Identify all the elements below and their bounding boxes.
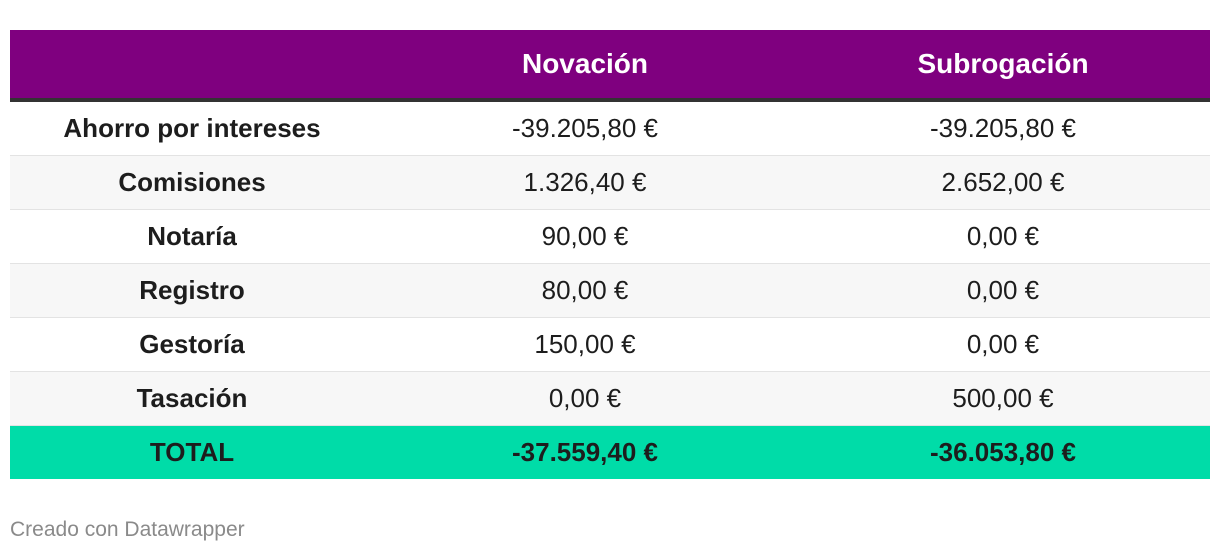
table-row: Gestoría 150,00 € 0,00 € bbox=[10, 318, 1210, 372]
subrogacion-value: 2.652,00 € bbox=[941, 167, 1065, 197]
table-total-row: TOTAL -37.559,40 € -36.053,80 € bbox=[10, 426, 1210, 479]
novacion-value: 1.326,40 € bbox=[523, 167, 647, 197]
comparison-table: Novación Subrogación Ahorro por interese… bbox=[10, 30, 1210, 479]
table-header-row: Novación Subrogación bbox=[10, 30, 1210, 102]
row-label: Notaría bbox=[147, 221, 237, 251]
header-cell-novacion: Novación bbox=[521, 48, 649, 79]
row-label: Ahorro por intereses bbox=[63, 113, 321, 143]
row-label: Registro bbox=[139, 275, 245, 305]
novacion-value: -39.205,80 € bbox=[511, 113, 658, 143]
table-row: Ahorro por intereses -39.205,80 € -39.20… bbox=[10, 102, 1210, 156]
table-row: Comisiones 1.326,40 € 2.652,00 € bbox=[10, 156, 1210, 210]
subrogacion-value: -39.205,80 € bbox=[929, 113, 1076, 143]
novacion-value: 150,00 € bbox=[534, 329, 636, 359]
total-novacion-value: -37.559,40 € bbox=[511, 437, 658, 467]
row-label: Tasación bbox=[136, 383, 248, 413]
total-subrogacion-value: -36.053,80 € bbox=[929, 437, 1076, 467]
subrogacion-value: 0,00 € bbox=[966, 221, 1040, 251]
table-row: Tasación 0,00 € 500,00 € bbox=[10, 372, 1210, 426]
novacion-value: 0,00 € bbox=[548, 383, 622, 413]
table-row: Registro 80,00 € 0,00 € bbox=[10, 264, 1210, 318]
table-row: Notaría 90,00 € 0,00 € bbox=[10, 210, 1210, 264]
datawrapper-credit: Creado con Datawrapper bbox=[10, 518, 245, 541]
novacion-value: 80,00 € bbox=[541, 275, 629, 305]
row-label: Comisiones bbox=[118, 167, 266, 197]
subrogacion-value: 500,00 € bbox=[952, 383, 1054, 413]
header-cell-subrogacion: Subrogación bbox=[917, 48, 1089, 79]
total-label: TOTAL bbox=[149, 437, 235, 467]
subrogacion-value: 0,00 € bbox=[966, 329, 1040, 359]
novacion-value: 90,00 € bbox=[541, 221, 629, 251]
row-label: Gestoría bbox=[139, 329, 245, 359]
subrogacion-value: 0,00 € bbox=[966, 275, 1040, 305]
